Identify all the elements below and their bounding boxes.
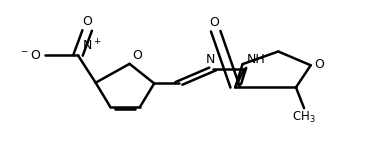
Text: N: N [206,53,216,66]
Text: O: O [314,58,324,71]
Text: O: O [82,15,92,28]
Text: O: O [209,16,219,29]
Text: $^-$O: $^-$O [19,49,41,62]
Text: O: O [132,49,142,62]
Text: NH: NH [246,53,265,66]
Text: N$^+$: N$^+$ [82,39,101,54]
Text: CH$_3$: CH$_3$ [292,110,316,125]
